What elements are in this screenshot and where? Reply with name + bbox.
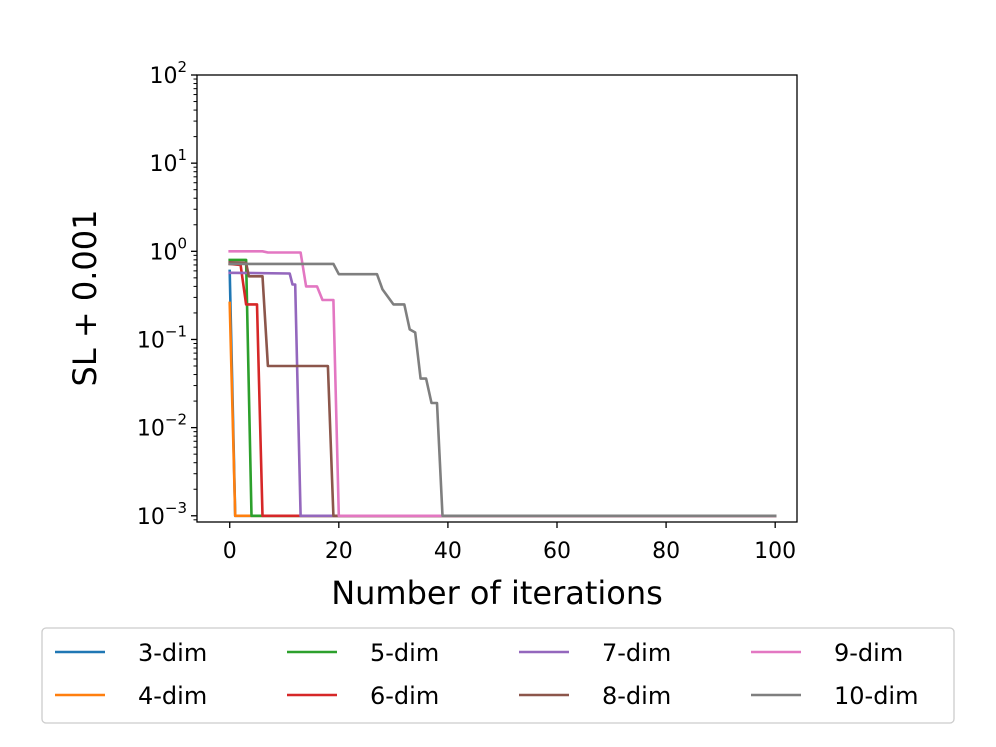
y-tick-label: 101 xyxy=(149,146,187,177)
legend-label: 6-dim xyxy=(370,682,439,710)
series-layer xyxy=(228,250,777,518)
y-tick-base: 10 xyxy=(137,417,165,442)
y-tick-base: 10 xyxy=(149,152,177,177)
y-tick-exponent: 2 xyxy=(177,58,187,76)
y-tick-label: 10−2 xyxy=(137,411,187,442)
x-tick-label: 100 xyxy=(754,539,796,564)
x-tick-label: 20 xyxy=(325,539,353,564)
legend-label: 9-dim xyxy=(834,639,903,667)
series-line-9-dim xyxy=(228,250,777,518)
y-tick-exponent: 0 xyxy=(177,234,187,252)
y-tick-label: 10−3 xyxy=(137,499,187,530)
legend-frame xyxy=(41,627,955,724)
legend-label: 3-dim xyxy=(138,639,207,667)
x-tick-label: 60 xyxy=(543,539,571,564)
legend-label: 7-dim xyxy=(602,639,671,667)
legend-label: 8-dim xyxy=(602,682,671,710)
legend-label: 4-dim xyxy=(138,682,207,710)
y-tick-label: 102 xyxy=(149,58,187,89)
y-tick-exponent: 1 xyxy=(177,146,187,164)
y-tick-exponent: −1 xyxy=(165,322,187,340)
y-tick-label: 10−1 xyxy=(137,322,187,353)
y-tick-base: 10 xyxy=(137,328,165,353)
y-tick-base: 10 xyxy=(137,505,165,530)
y-tick-exponent: −2 xyxy=(165,411,187,429)
legend-label: 5-dim xyxy=(370,639,439,667)
x-tick-label: 40 xyxy=(434,539,462,564)
y-tick-base: 10 xyxy=(149,240,177,265)
x-axis: 0 20 40 60 80 100 xyxy=(223,522,796,564)
x-tick-label: 0 xyxy=(223,539,237,564)
x-axis-label: Number of iterations xyxy=(331,574,663,612)
y-tick-exponent: −3 xyxy=(165,499,187,517)
legend: 3-dim 4-dim 5-dim 6-dim 7-dim 8-dim 9-dim 10-di… xyxy=(41,627,955,724)
x-tick-label: 80 xyxy=(652,539,680,564)
plot-frame xyxy=(196,74,798,523)
y-tick-base: 10 xyxy=(149,64,177,89)
series-line-10-dim xyxy=(228,262,777,518)
y-tick-label: 100 xyxy=(149,234,187,265)
y-axis-label: SL + 0.001 xyxy=(66,210,104,387)
legend-label: 10-dim xyxy=(834,682,918,710)
plot-area xyxy=(197,75,797,522)
